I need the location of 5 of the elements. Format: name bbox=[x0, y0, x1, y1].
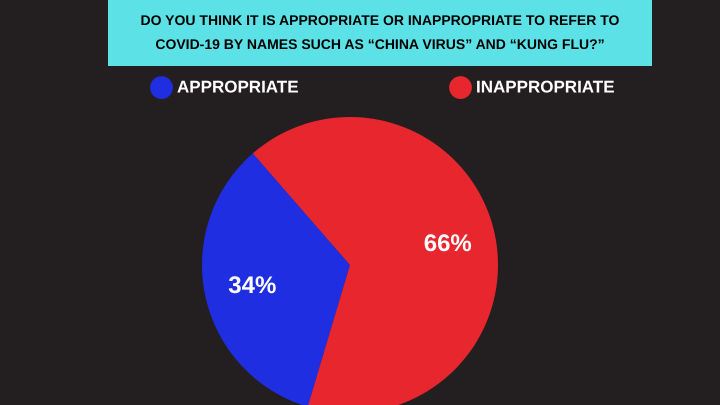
chart-title: DO YOU THINK IT IS APPROPRIATE OR INAPPROPRIATE TO REFER TO COVID-19 BY NAMES SUCH AS “CHINA VIRUS” AND “KUNG FLU?” bbox=[140, 12, 620, 52]
legend-label: INAPPROPRIATE bbox=[476, 78, 615, 97]
data-label: 34% bbox=[228, 272, 276, 300]
data-label: 66% bbox=[424, 230, 472, 257]
legend-label: APPROPRIATE bbox=[177, 78, 299, 97]
